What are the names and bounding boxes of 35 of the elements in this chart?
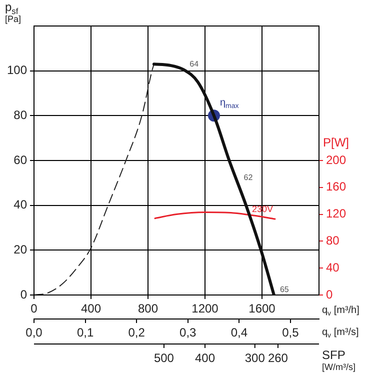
x-tick-label: 0 — [30, 302, 38, 316]
y2-axis-title: P[W] — [323, 136, 349, 150]
text: 500 — [154, 351, 174, 365]
x-tick-label: 1600 — [248, 302, 276, 316]
x-tick-label: 800 — [138, 302, 158, 316]
annotation: 64 — [190, 60, 200, 69]
annotation: 62 — [244, 172, 254, 182]
text: 400 — [194, 351, 216, 365]
y-tick-label: 80 — [14, 108, 28, 122]
y2-tick-label: 80 — [326, 234, 340, 248]
x2-tick-label: 0,4 — [230, 326, 248, 340]
x2-tick-label: 0,5 — [282, 326, 300, 340]
x2-tick-label: 0,3 — [180, 326, 197, 340]
x2-tick-label: 0,0 — [26, 326, 43, 340]
y2-tick-label: 200 — [326, 152, 346, 167]
y2-tick-label: 0 — [326, 287, 333, 302]
line-series — [152, 62, 276, 295]
y2-tick-label: 40 — [326, 260, 340, 274]
y-tick-label: 40 — [14, 198, 28, 212]
y-tick-label: 100 — [6, 63, 28, 78]
text: 260 — [268, 351, 288, 365]
x2-tick-label: 0,2 — [128, 326, 146, 340]
x-tick-label: 1200 — [192, 302, 219, 316]
y2-tick-label: 160 — [326, 180, 346, 194]
x2-tick-label: 0,1 — [76, 326, 94, 340]
line-series — [34, 64, 154, 295]
x-tick-label: 400 — [80, 302, 102, 316]
text: SFP [W/m³/s] — [322, 348, 356, 372]
text: 300 — [244, 351, 266, 365]
y-tick-label: 0 — [20, 287, 28, 302]
y-tick-label: 60 — [14, 152, 28, 167]
y2-tick-label: 120 — [326, 206, 346, 221]
y-tick-label: 20 — [14, 242, 28, 256]
annotation: 65 — [280, 285, 290, 294]
line-series — [154, 212, 276, 220]
